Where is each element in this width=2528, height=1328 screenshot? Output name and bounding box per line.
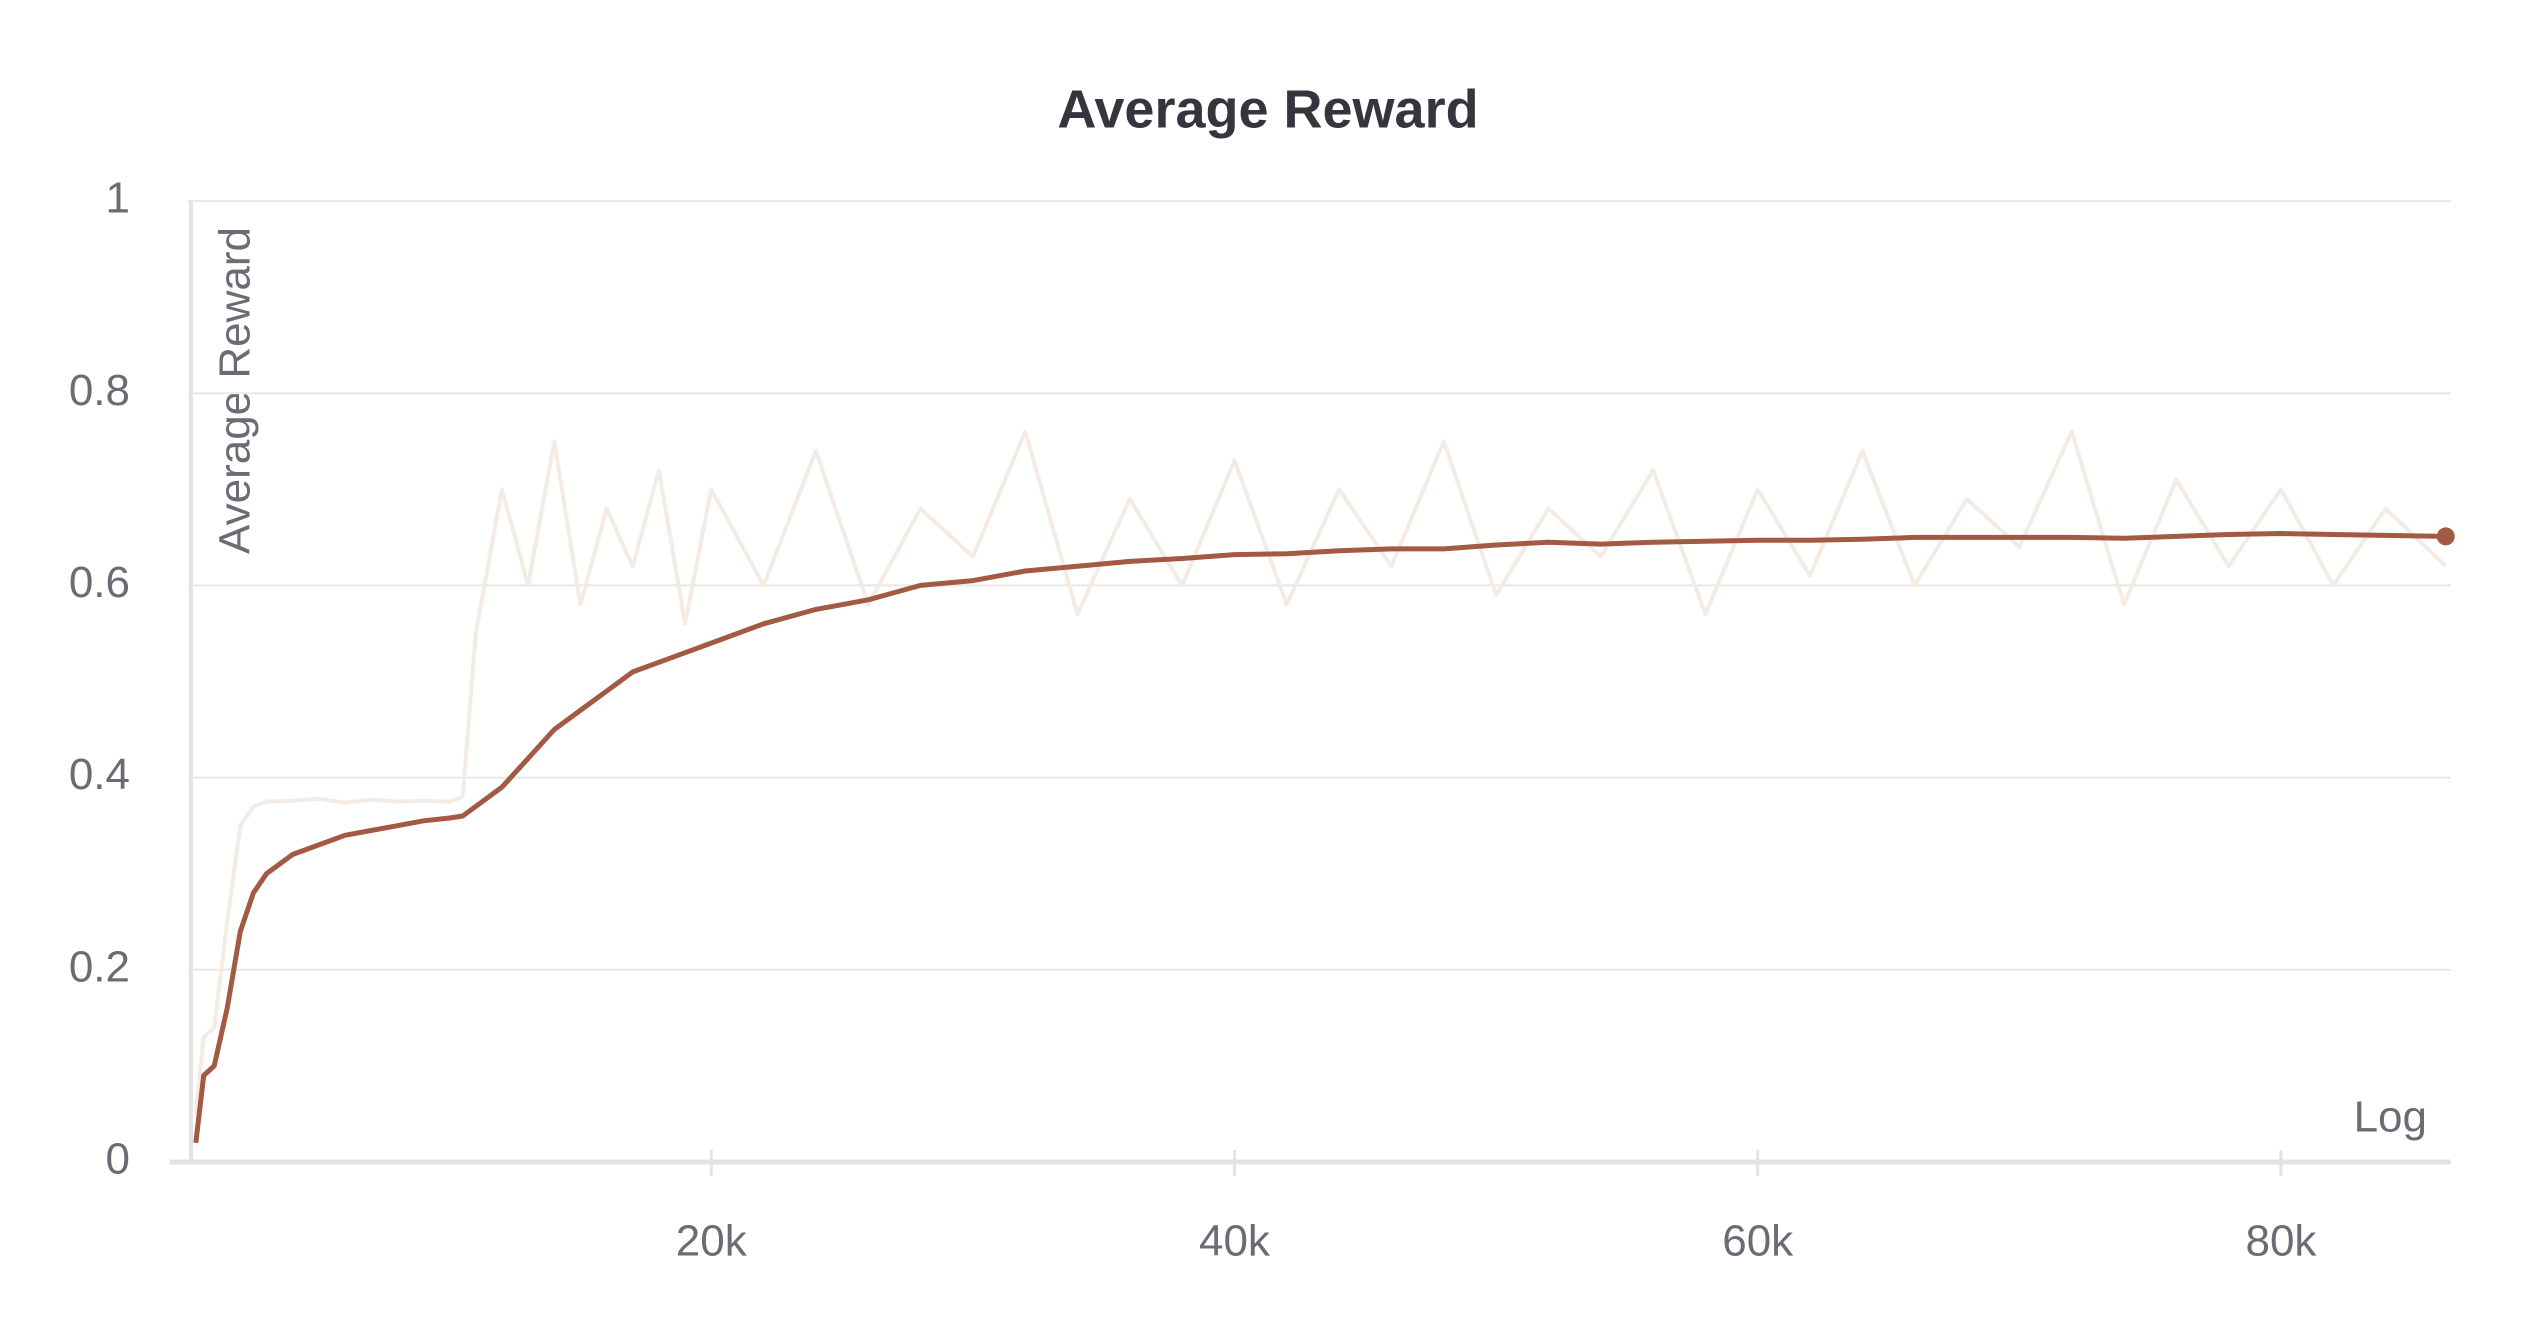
- y-tick-label: 1: [106, 174, 130, 223]
- x-tick-label: 20k: [676, 1217, 748, 1266]
- smoothed-line: [193, 531, 2446, 1144]
- chart-title: Average Reward: [1057, 79, 1478, 139]
- x-tick-label: 80k: [2245, 1217, 2317, 1266]
- y-axis-label: Average Reward: [211, 227, 260, 554]
- x-tick-label: 60k: [1722, 1217, 1794, 1266]
- raw-line: [193, 429, 2448, 1115]
- x-tick-label: 40k: [1199, 1217, 1271, 1266]
- y-tick-label: 0.6: [69, 558, 130, 607]
- x-axis-label: Log: [2354, 1093, 2427, 1142]
- y-tick-label: 0.8: [69, 366, 130, 415]
- y-tick-label: 0: [106, 1135, 130, 1184]
- y-tick-label: 0.4: [69, 750, 130, 799]
- end-marker: [2436, 527, 2455, 546]
- y-tick-label: 0.2: [69, 942, 130, 991]
